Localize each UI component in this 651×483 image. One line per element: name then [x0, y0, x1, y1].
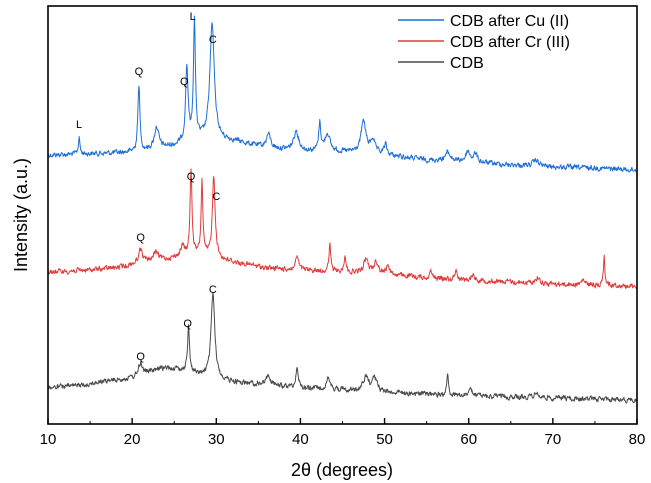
series-line-3 [47, 292, 638, 404]
x-tick-label: 10 [40, 431, 57, 448]
peak-annotations: L Q Q L C Q Q C Q Q C [76, 11, 220, 363]
legend: CDB after Cu (II) CDB after Cr (III) CDB [398, 13, 570, 72]
peak-label: Q [187, 171, 196, 183]
x-tick-label: 50 [376, 431, 393, 448]
peak-label: Q [136, 232, 145, 244]
series-line-2 [47, 168, 638, 289]
series-lines [47, 15, 638, 404]
x-tick-label: 60 [460, 431, 477, 448]
peak-label: Q [136, 351, 145, 363]
y-axis-label: Intensity (a.u.) [11, 158, 31, 272]
peak-label: C [209, 284, 217, 296]
peak-label: C [209, 34, 217, 46]
peak-label: L [190, 11, 196, 23]
peak-label: Q [135, 66, 144, 78]
x-tick-label: 70 [545, 431, 562, 448]
peak-label: Q [180, 76, 189, 88]
legend-label-3: CDB [450, 55, 484, 72]
x-tick-label: 30 [208, 431, 225, 448]
legend-label-1: CDB after Cu (II) [450, 13, 569, 30]
peak-label: C [212, 191, 220, 203]
series-line-1 [47, 15, 638, 173]
x-tick-label: 40 [292, 431, 309, 448]
peak-label: Q [183, 318, 192, 330]
x-axis-ticks: 10 20 30 40 50 60 70 80 [40, 418, 646, 448]
x-tick-label: 20 [124, 431, 141, 448]
peak-label: L [76, 119, 82, 131]
x-tick-label: 80 [629, 431, 646, 448]
legend-label-2: CDB after Cr (III) [450, 34, 570, 51]
x-axis-label: 2θ (degrees) [291, 460, 393, 480]
